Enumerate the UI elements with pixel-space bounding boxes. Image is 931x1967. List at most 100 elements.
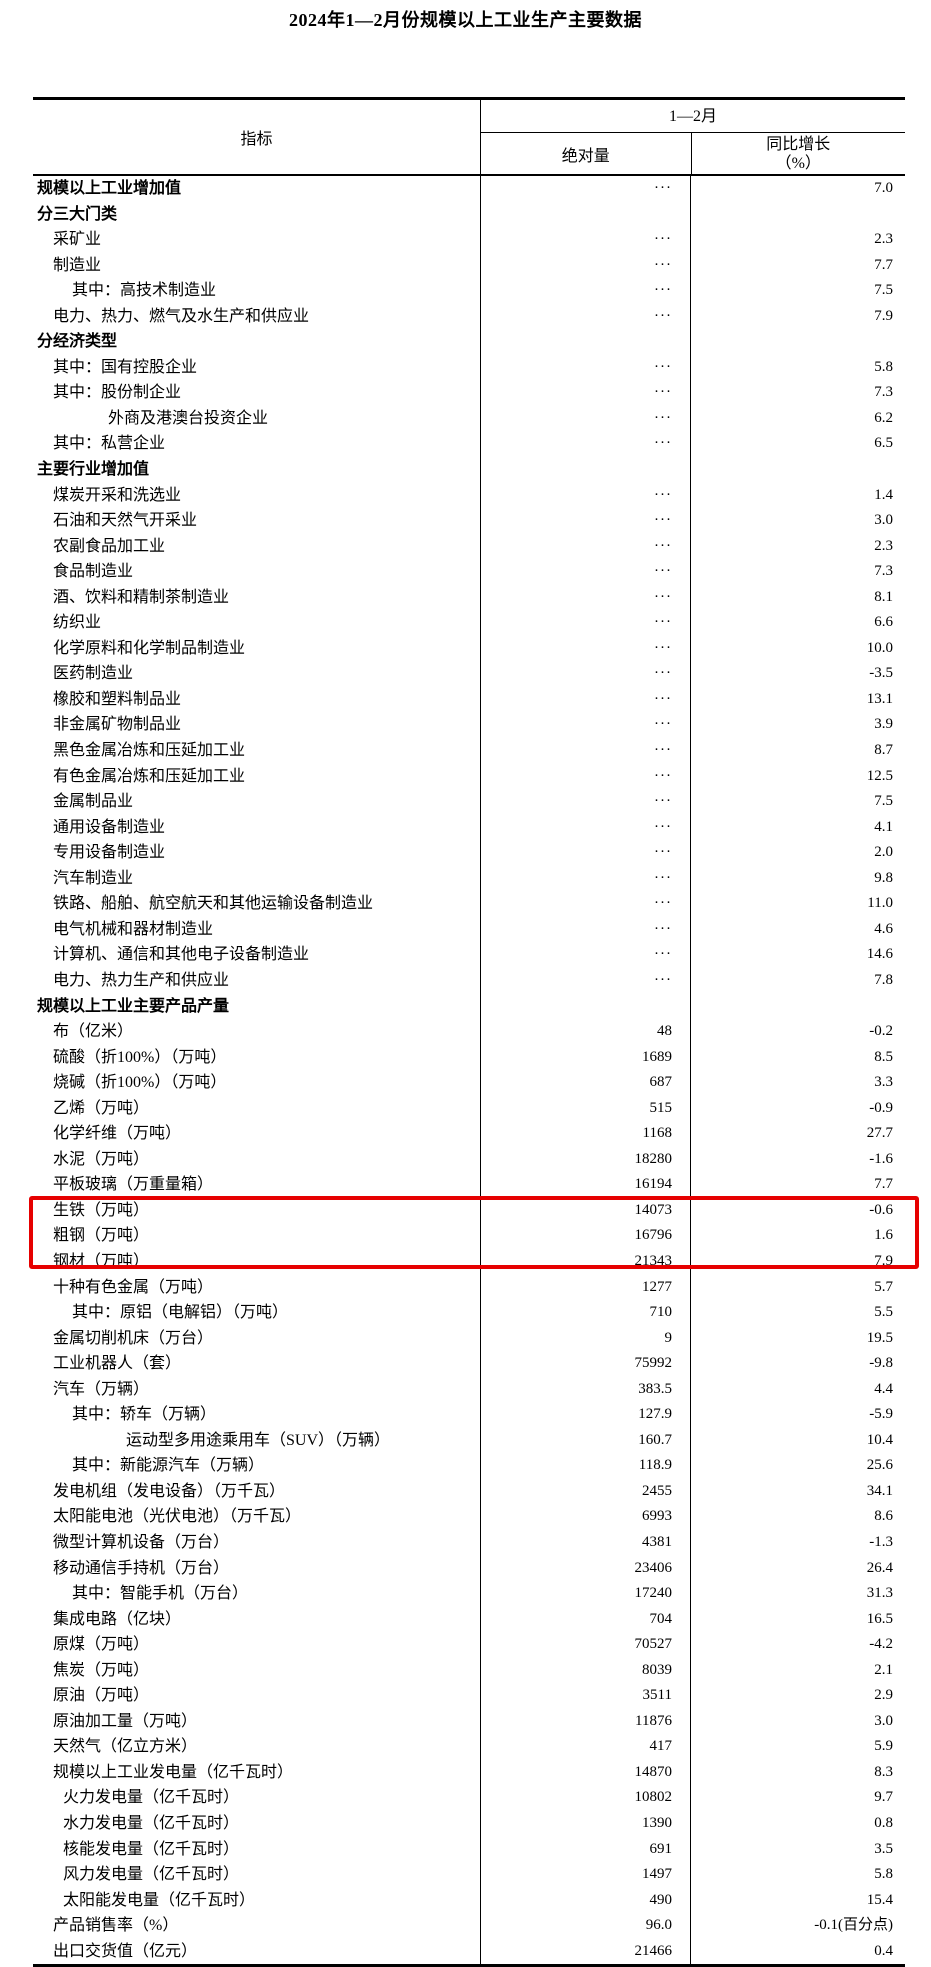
header-growth-line1: 同比增长	[766, 135, 831, 153]
row-absolute-value: ···	[480, 891, 690, 917]
row-absolute-value: 383.5	[480, 1376, 690, 1403]
row-growth-value: 15.4	[690, 1887, 905, 1914]
row-absolute-value: 515	[480, 1095, 690, 1122]
row-absolute-value: ···	[480, 559, 690, 585]
row-growth-value: 25.6	[690, 1453, 905, 1479]
row-absolute-value: 75992	[480, 1351, 690, 1377]
row-absolute-value: 127.9	[480, 1402, 690, 1428]
row-absolute-value: ···	[480, 916, 690, 943]
row-label: 工业机器人（套）	[53, 1355, 182, 1373]
row-label: 电力、热力生产和供应业	[53, 971, 230, 989]
row-absolute-value: ···	[480, 967, 690, 994]
row-absolute-value: ···	[480, 840, 690, 866]
row-growth-value: 34.1	[690, 1478, 905, 1505]
row-absolute-value: 17240	[480, 1581, 690, 1607]
row-growth-value: 5.9	[690, 1734, 905, 1760]
row-label: 有色金属冶炼和压延加工业	[53, 767, 246, 785]
row-growth-value	[690, 201, 905, 228]
row-label: 移动通信手持机（万台）	[53, 1559, 230, 1577]
table-row: 发电机组（发电设备）（万千瓦） 2455 34.1	[33, 1478, 905, 1505]
row-label: 原油（万吨）	[53, 1687, 150, 1705]
row-absolute-value: 490	[480, 1887, 690, 1914]
table-row: 外商及港澳台投资企业 ··· 6.2	[33, 405, 905, 432]
row-label: 汽车（万辆）	[53, 1380, 150, 1398]
row-growth-value: 7.3	[690, 380, 905, 406]
table-row: 化学纤维（万吨） 1168 27.7	[33, 1121, 905, 1147]
row-growth-value: 5.8	[690, 354, 905, 381]
header-indicator: 指标	[240, 131, 273, 148]
row-absolute-value: 3511	[480, 1683, 690, 1709]
row-absolute-value: ···	[480, 610, 690, 636]
row-absolute-value: ···	[480, 712, 690, 739]
row-growth-value: 7.9	[690, 1248, 905, 1275]
row-growth-value: 6.6	[690, 610, 905, 636]
row-absolute-value: 10802	[480, 1785, 690, 1811]
row-growth-value: 4.4	[690, 1376, 905, 1403]
row-label: 电气机械和器材制造业	[53, 920, 214, 938]
row-growth-value	[690, 329, 905, 355]
table-row: 采矿业 ··· 2.3	[33, 227, 905, 253]
row-absolute-value: 14870	[480, 1759, 690, 1786]
row-absolute-value: 1689	[480, 1044, 690, 1071]
row-absolute-value: 16796	[480, 1223, 690, 1249]
table-row: 太阳能电池（光伏电池）（万千瓦） 6993 8.6	[33, 1504, 905, 1530]
row-growth-value: 8.1	[690, 584, 905, 611]
row-label: 其中：私营企业	[53, 435, 166, 453]
row-growth-value: 10.0	[690, 635, 905, 662]
row-growth-value: -5.9	[690, 1402, 905, 1428]
row-absolute-value: 21466	[480, 1938, 690, 1965]
row-label: 非金属矿物制品业	[53, 716, 182, 734]
row-growth-value: 2.1	[690, 1657, 905, 1684]
row-label: 十种有色金属（万吨）	[53, 1278, 214, 1296]
row-label: 分三大门类	[37, 205, 118, 223]
table-row: 铁路、船舶、航空航天和其他运输设备制造业 ··· 11.0	[33, 891, 905, 917]
row-label: 其中：国有控股企业	[53, 358, 198, 376]
row-growth-value: -9.8	[690, 1351, 905, 1377]
row-growth-value: 8.5	[690, 1044, 905, 1071]
table-row: 其中：轿车（万辆） 127.9 -5.9	[33, 1402, 905, 1428]
table-row: 集成电路（亿块） 704 16.5	[33, 1606, 905, 1633]
table-row: 主要行业增加值	[33, 457, 905, 483]
table-row: 焦炭（万吨） 8039 2.1	[33, 1657, 905, 1684]
table-row: 太阳能发电量（亿千瓦时） 490 15.4	[33, 1887, 905, 1914]
row-label: 纺织业	[53, 614, 102, 632]
row-growth-value: 7.3	[690, 559, 905, 585]
page-title: 2024年1—2月份规模以上工业生产主要数据	[289, 10, 642, 30]
row-absolute-value: ···	[480, 252, 690, 279]
table-row: 计算机、通信和其他电子设备制造业 ··· 14.6	[33, 942, 905, 968]
row-label: 化学原料和化学制品制造业	[53, 639, 246, 657]
row-absolute-value: ···	[480, 814, 690, 841]
table-row: 其中：智能手机（万台） 17240 31.3	[33, 1581, 905, 1607]
table-row: 原油加工量（万吨） 11876 3.0	[33, 1708, 905, 1735]
row-label: 专用设备制造业	[53, 844, 166, 862]
row-label: 制造业	[53, 256, 102, 274]
row-absolute-value: 1497	[480, 1862, 690, 1888]
row-growth-value: 7.7	[690, 252, 905, 279]
table-row: 钢材（万吨） 21343 7.9	[33, 1248, 905, 1275]
table-row: 出口交货值（亿元） 21466 0.4	[33, 1938, 905, 1965]
table-row: 其中：股份制企业 ··· 7.3	[33, 380, 905, 406]
table-row: 平板玻璃（万重量箱） 16194 7.7	[33, 1172, 905, 1198]
row-label: 水泥（万吨）	[53, 1150, 150, 1168]
header-growth-line2: （%）	[775, 154, 821, 172]
row-label: 乙烯（万吨）	[53, 1099, 150, 1117]
table-row: 水泥（万吨） 18280 -1.6	[33, 1146, 905, 1173]
row-absolute-value: ···	[480, 635, 690, 662]
row-absolute-value: 9	[480, 1325, 690, 1352]
table-row: 微型计算机设备（万台） 4381 -1.3	[33, 1529, 905, 1556]
header-growth: 同比增长 （%）	[690, 133, 906, 174]
row-absolute-value: 118.9	[480, 1453, 690, 1479]
row-label: 原煤（万吨）	[53, 1636, 150, 1654]
row-absolute-value: 417	[480, 1734, 690, 1760]
table-row: 规模以上工业发电量（亿千瓦时） 14870 8.3	[33, 1759, 905, 1786]
row-growth-value: 1.6	[690, 1223, 905, 1249]
table-row: 电力、热力生产和供应业 ··· 7.8	[33, 967, 905, 994]
row-label: 原油加工量（万吨）	[53, 1712, 198, 1730]
table-row: 工业机器人（套） 75992 -9.8	[33, 1351, 905, 1377]
row-label: 发电机组（发电设备）（万千瓦）	[53, 1482, 286, 1500]
row-growth-value: 7.8	[690, 967, 905, 994]
header-absolute: 绝对量	[561, 147, 610, 165]
row-growth-value: 16.5	[690, 1606, 905, 1633]
row-label: 化学纤维（万吨）	[53, 1125, 182, 1143]
row-absolute-value: ···	[480, 227, 690, 253]
